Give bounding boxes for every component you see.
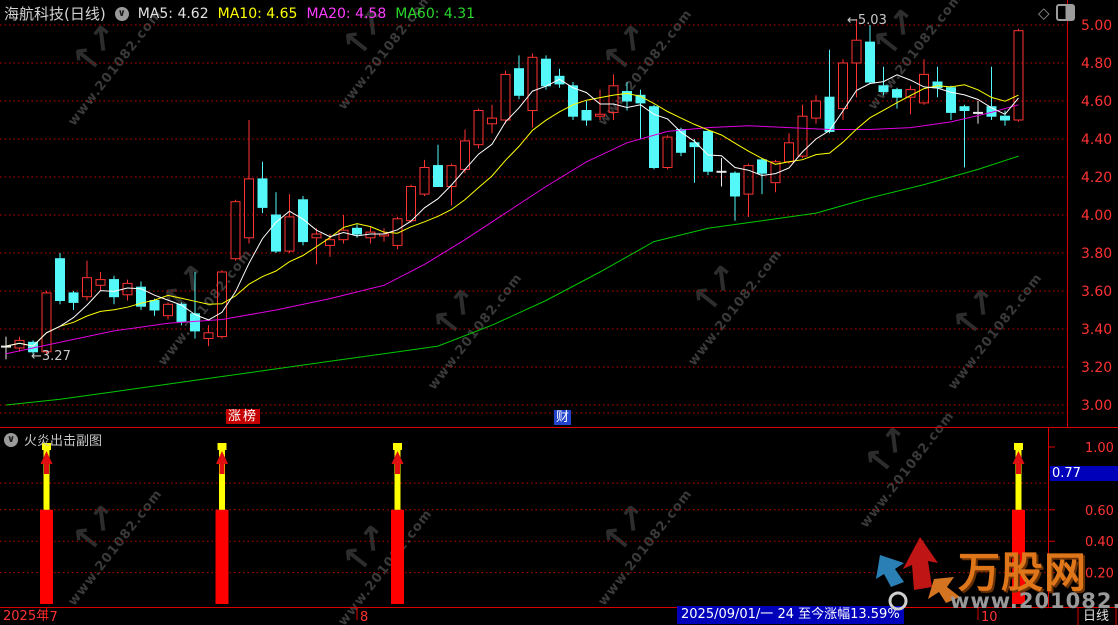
- svg-text:4.60: 4.60: [1081, 94, 1112, 110]
- svg-text:0.60: 0.60: [1085, 504, 1114, 519]
- wangu-logo: 万股网 www.201082.com: [876, 537, 1118, 625]
- subchart-title: 火炎出击副图: [24, 434, 103, 449]
- ma20-readout: MA20: 4.58: [306, 5, 387, 22]
- svg-text:0.20: 0.20: [1085, 567, 1114, 582]
- collapse-main-icon[interactable]: ∨: [114, 6, 129, 21]
- svg-text:3.00: 3.00: [1081, 398, 1112, 414]
- svg-text:5.00: 5.00: [1081, 18, 1112, 34]
- svg-text:8: 8: [360, 610, 368, 625]
- ma10-readout: MA10: 4.65: [217, 5, 298, 22]
- symbol-title: 海航科技(日线): [4, 5, 106, 23]
- svg-text:3.20: 3.20: [1081, 360, 1112, 376]
- ma60-readout: MA60: 4.31: [395, 5, 476, 22]
- svg-text:3.60: 3.60: [1081, 284, 1112, 300]
- diamond-icon[interactable]: ◇: [1038, 3, 1050, 22]
- svg-text:3.40: 3.40: [1081, 322, 1112, 338]
- collapse-sub-icon[interactable]: ∨: [4, 432, 18, 447]
- brand-url: www.201082.com: [950, 589, 1118, 613]
- high-price-annotation: ←5.03: [847, 13, 887, 28]
- svg-text:4.80: 4.80: [1081, 56, 1112, 72]
- svg-text:4.00: 4.00: [1081, 208, 1112, 224]
- svg-text:3.80: 3.80: [1081, 246, 1112, 262]
- range-stats-box: 2025/09/01/一 24 至今涨幅13.59%: [677, 606, 904, 624]
- marker-zhangbang[interactable]: 涨榜: [226, 409, 261, 424]
- chart-header: 海航科技(日线) ∨ MA5: 4.62 MA10: 4.65 MA20: 4.…: [4, 3, 475, 24]
- marker-caijing[interactable]: 财: [554, 410, 572, 425]
- period-selector[interactable]: 日线: [1083, 609, 1110, 624]
- brand-name: 万股网: [958, 548, 1088, 597]
- kite-arrows-icon: [876, 537, 960, 611]
- svg-text:10: 10: [981, 610, 998, 625]
- ma5-readout: MA5: 4.62: [137, 5, 209, 22]
- svg-text:4.20: 4.20: [1081, 170, 1112, 186]
- svg-text:1.00: 1.00: [1085, 441, 1114, 456]
- subchart-current-value: 0.77: [1050, 466, 1118, 481]
- axis-year-label: 2025年: [3, 609, 50, 624]
- window-controls: ◇: [1038, 4, 1075, 21]
- subchart-header: ∨ 火炎出击副图: [4, 430, 102, 449]
- layout-split-icon[interactable]: [1055, 4, 1075, 21]
- svg-text:7: 7: [50, 610, 58, 625]
- svg-text:4.40: 4.40: [1081, 132, 1112, 148]
- low-price-annotation: ←3.27: [31, 349, 71, 364]
- svg-text:0.40: 0.40: [1085, 535, 1114, 550]
